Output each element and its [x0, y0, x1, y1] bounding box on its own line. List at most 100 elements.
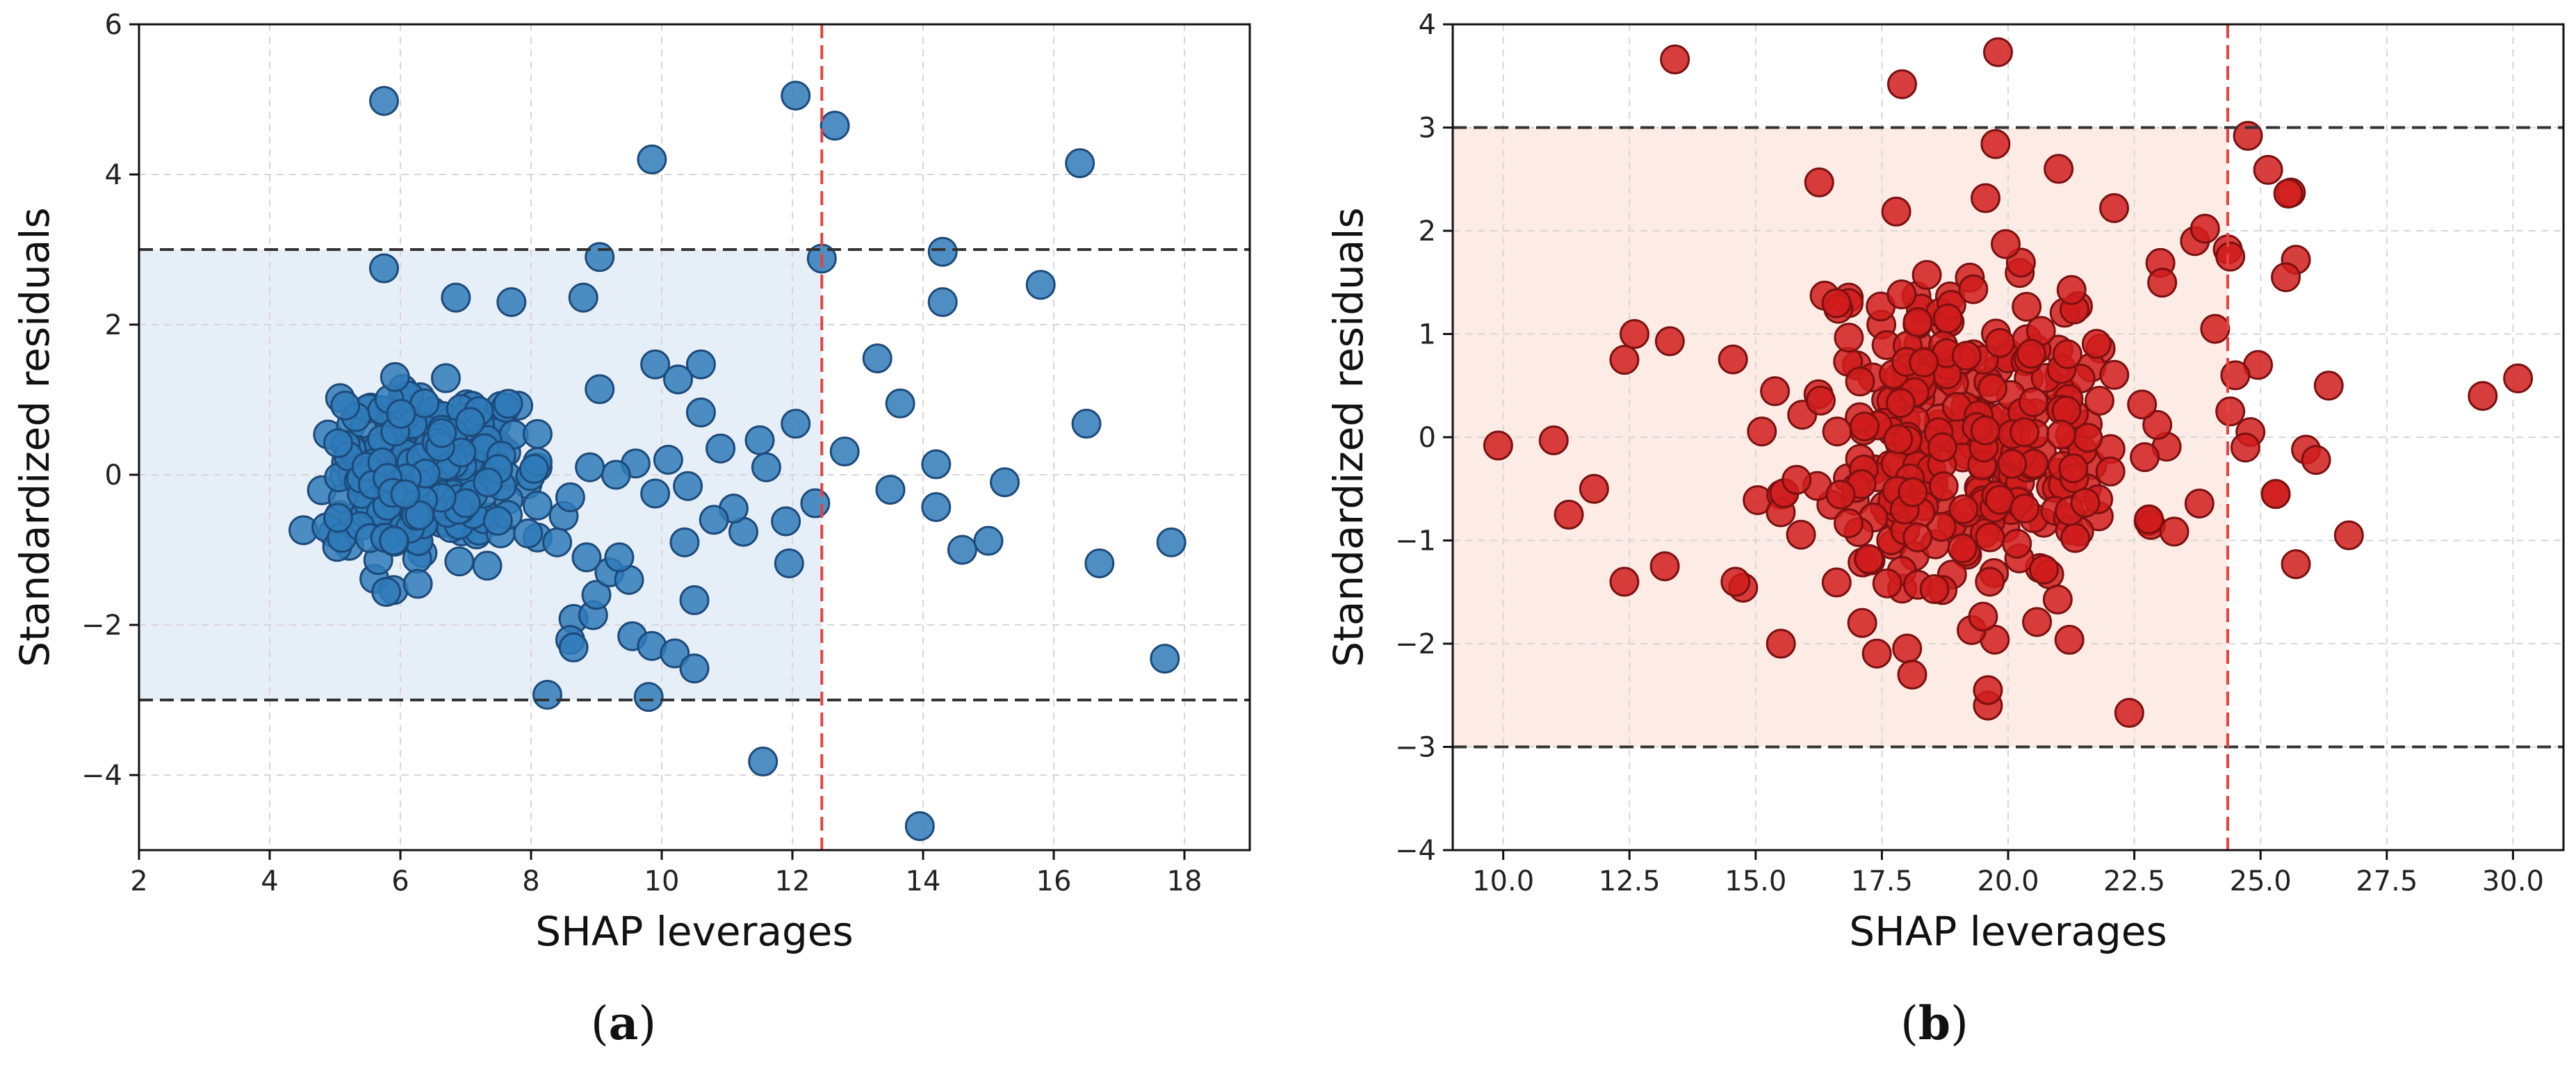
data-point — [532, 679, 562, 710]
data-point — [1833, 508, 1864, 539]
data-point — [1881, 196, 1911, 227]
data-point — [2253, 154, 2283, 185]
data-point — [706, 433, 736, 464]
y-tick-label: −4 — [81, 760, 122, 792]
chart-panel-b: 10.0 12.5 15.0 17.5 20.0 22.5 25.0 27.5 30.0 −4−… — [1325, 9, 2565, 1050]
data-point — [1927, 432, 1957, 462]
data-point — [1821, 288, 1852, 318]
x-tick-label: 2 — [130, 865, 147, 897]
data-point — [1538, 425, 1569, 455]
data-point — [1902, 307, 1933, 337]
x-tick-label: 12 — [775, 865, 810, 897]
data-point — [2260, 479, 2291, 510]
data-point — [921, 449, 952, 480]
data-point — [1968, 601, 1998, 632]
data-point — [1805, 385, 1836, 416]
data-point — [781, 81, 811, 111]
data-point — [1760, 376, 1791, 407]
data-point — [581, 580, 612, 610]
data-point — [522, 490, 553, 521]
data-point — [2070, 487, 2101, 518]
y-tick-label: 1 — [1419, 319, 1436, 351]
data-point — [640, 349, 671, 380]
data-point — [2230, 432, 2260, 463]
data-point — [441, 282, 471, 313]
data-point — [748, 747, 778, 777]
x-tick-label: 22.5 — [2103, 865, 2165, 897]
data-point — [380, 361, 410, 392]
data-point — [1872, 568, 1902, 598]
data-point — [633, 682, 664, 712]
data-point — [2130, 442, 2160, 473]
x-tick-label: 8 — [522, 865, 539, 897]
data-point — [1911, 259, 1942, 290]
data-point — [1897, 660, 1927, 690]
y-axis-ticks-b: −4 −3 −2 −1 0 1 2 3 4 — [1395, 9, 1453, 867]
data-point — [781, 409, 811, 439]
data-point — [369, 253, 399, 284]
x-tick-label: 18 — [1167, 865, 1203, 897]
data-point — [829, 437, 860, 467]
x-axis-title-a: SHAP leverages — [535, 908, 853, 955]
data-point — [2054, 624, 2085, 655]
x-tick-label: 10 — [644, 865, 680, 897]
data-points-b — [1483, 37, 2534, 728]
y-axis-title-b: Standardized residuals — [1325, 207, 1372, 667]
data-point — [927, 287, 958, 318]
data-point — [2271, 262, 2301, 293]
data-point — [405, 500, 435, 530]
data-point — [585, 374, 615, 405]
y-tick-label: −4 — [1395, 835, 1436, 867]
data-point — [2016, 339, 2046, 369]
data-point — [2220, 360, 2251, 391]
data-point — [1984, 484, 2015, 515]
x-tick-label: 17.5 — [1851, 865, 1913, 897]
x-tick-label: 25.0 — [2230, 865, 2292, 897]
data-point — [1845, 366, 1875, 397]
data-point — [519, 454, 549, 484]
y-axis-ticks-a: −4 −2 0 2 4 6 — [81, 9, 139, 792]
x-tick-label: 12.5 — [1599, 865, 1661, 897]
data-point — [2099, 193, 2130, 223]
plot-a-frame — [138, 23, 1251, 852]
x-tick-label: 14 — [906, 865, 941, 897]
data-point — [1991, 229, 2021, 259]
data-point — [2044, 154, 2074, 184]
data-point — [1886, 69, 1917, 99]
y-tick-label: −2 — [1395, 628, 1436, 660]
data-point — [1619, 319, 1649, 349]
data-point — [2002, 528, 2032, 559]
data-point — [1660, 44, 1690, 74]
x-tick-label: 15.0 — [1725, 865, 1786, 897]
data-point — [973, 526, 1004, 556]
data-point — [1654, 326, 1685, 357]
data-point — [862, 343, 892, 374]
data-point — [751, 452, 781, 482]
data-point — [522, 418, 553, 449]
data-point — [2084, 385, 2114, 416]
data-point — [2233, 120, 2263, 151]
x-tick-label: 20.0 — [1977, 865, 2039, 897]
data-point — [2029, 554, 2060, 585]
data-point — [1821, 567, 1852, 598]
data-point — [1782, 464, 1812, 495]
data-point — [2046, 419, 2076, 450]
data-point — [2190, 213, 2220, 244]
data-point — [640, 478, 671, 509]
data-point — [2200, 313, 2231, 344]
data-point — [585, 242, 615, 272]
data-point — [601, 459, 631, 490]
data-point — [2503, 363, 2534, 393]
data-point — [444, 546, 475, 577]
data-point — [330, 391, 361, 421]
data-point — [1554, 499, 1584, 530]
data-point — [1861, 638, 1892, 669]
data-point — [2134, 504, 2165, 535]
data-point — [1483, 430, 1513, 461]
data-point — [2333, 520, 2364, 551]
x-tick-label: 10.0 — [1472, 865, 1534, 897]
data-point — [1825, 480, 1856, 510]
data-point — [568, 282, 598, 313]
data-point — [885, 388, 915, 418]
